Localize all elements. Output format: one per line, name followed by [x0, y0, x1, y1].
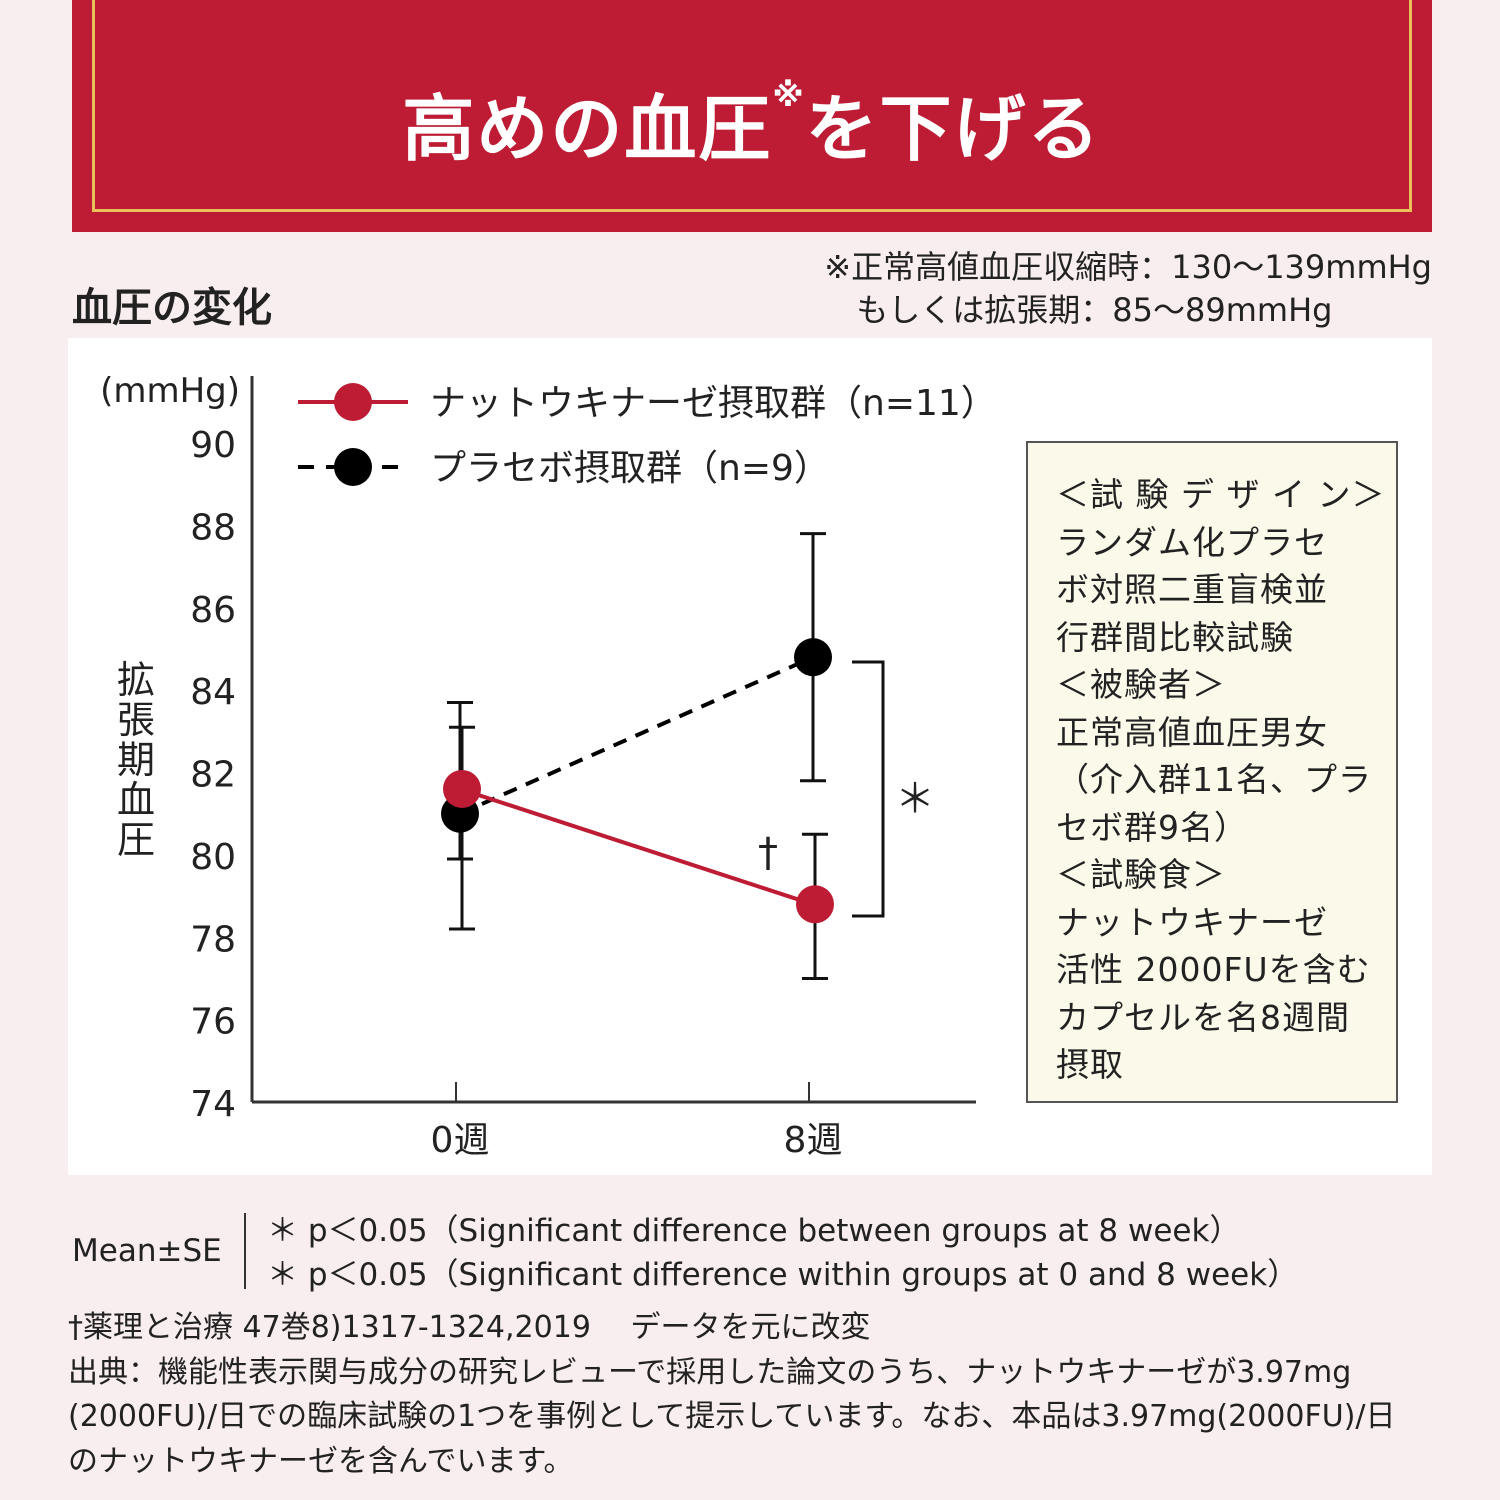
- ref-line4: のナットウキナーゼを含んでいます。: [68, 1443, 574, 1479]
- y-tick-label: 90: [190, 425, 236, 466]
- banner-title: 高めの血圧※を下げる: [72, 70, 1432, 175]
- y-tick-label: 74: [190, 1084, 236, 1125]
- design-line: ナットウキナーゼ: [1056, 902, 1328, 942]
- y-tick-label: 78: [190, 919, 236, 960]
- stats-line2: ＊ p＜0.05（Significant difference within g…: [267, 1257, 1299, 1293]
- legend-marker: [334, 448, 372, 486]
- y-axis-label: 拡張期血圧: [117, 658, 155, 862]
- significance-bracket: [852, 660, 885, 918]
- references: †薬理と治療 47巻8)1317-1324,2019 データを元に改変 出典：機…: [68, 1306, 1438, 1484]
- banner-title-rest: を下げる: [805, 87, 1102, 171]
- design-line: 行群間比較試験: [1056, 617, 1294, 657]
- legend-marker: [334, 383, 372, 421]
- banner-frame: [92, 0, 1412, 212]
- design-line: ＜被験者＞: [1056, 665, 1226, 704]
- footnote-top: ※正常高値血圧収縮時：130〜139mmHg もしくは拡張期：85〜89mmHg: [824, 246, 1432, 332]
- x-tick-label: 0週: [431, 1120, 490, 1161]
- dagger-mark: †: [758, 830, 778, 876]
- banner-title-main: 高めの血圧: [402, 87, 773, 171]
- design-line: 正常高値血圧男女: [1056, 712, 1328, 752]
- footnote-top-line2: もしくは拡張期：85〜89mmHg: [856, 291, 1333, 329]
- design-line: ボ対照二重盲検並: [1056, 570, 1328, 609]
- design-line: ＜試 験 デ ザ イ ン＞: [1056, 475, 1386, 514]
- y-tick-label: 76: [190, 1002, 236, 1043]
- significance-star: ＊: [895, 776, 935, 822]
- legend-label: ナットウキナーゼ摂取群（n=11）: [430, 383, 997, 424]
- study-design-box: ＜試 験 デ ザ イ ン＞ ランダム化プラセ ボ対照二重盲検並 行群間比較試験 ＜被験者…: [1026, 441, 1398, 1103]
- stats-divider: [244, 1213, 246, 1289]
- design-line: 活性 2000FUを含む: [1056, 950, 1371, 989]
- y-tick-label: 80: [190, 837, 236, 878]
- x-tick-label: 8週: [784, 1120, 843, 1161]
- data-point-placebo: [794, 638, 832, 677]
- y-tick-label: 84: [190, 672, 236, 713]
- mean-se-label: Mean±SE: [72, 1233, 222, 1269]
- data-point-nattokinase: [796, 885, 834, 924]
- title-banner: 高めの血圧※を下げる: [72, 0, 1432, 232]
- legend-label: プラセボ摂取群（n=9）: [430, 448, 830, 489]
- design-line: 摂取: [1056, 1045, 1124, 1084]
- y-unit-label: (mmHg): [100, 371, 240, 411]
- ref-line2: 出典：機能性表示関与成分の研究レビューで採用した論文のうち、ナットウキナーゼが3…: [68, 1354, 1352, 1390]
- y-tick-label: 86: [190, 590, 236, 631]
- series-line-placebo: [459, 655, 814, 816]
- design-line: （介入群11名、プラ: [1056, 760, 1372, 799]
- y-tick-label: 82: [190, 755, 236, 796]
- data-point-nattokinase: [443, 769, 481, 808]
- section-subtitle: 血圧の変化: [72, 285, 272, 331]
- ref-line3: (2000FU)/日での臨床試験の1つを事例として提示しています。なお、本品は3…: [68, 1399, 1396, 1434]
- design-line: カプセルを名8週間: [1056, 997, 1350, 1037]
- stats-line1: ＊ p＜0.05（Significant difference between …: [267, 1213, 1241, 1249]
- series-line-nattokinase: [459, 787, 814, 907]
- ref-line1: †薬理と治療 47巻8)1317-1324,2019 データを元に改変: [68, 1310, 871, 1345]
- footnote-top-line1: ※正常高値血圧収縮時：130〜139mmHg: [824, 248, 1432, 286]
- design-line: ランダム化プラセ: [1056, 522, 1328, 562]
- design-line: セボ群9名）: [1056, 807, 1248, 847]
- y-tick-label: 88: [190, 507, 236, 548]
- design-line: ＜試験食＞: [1056, 855, 1226, 894]
- banner-title-mark: ※: [772, 76, 806, 114]
